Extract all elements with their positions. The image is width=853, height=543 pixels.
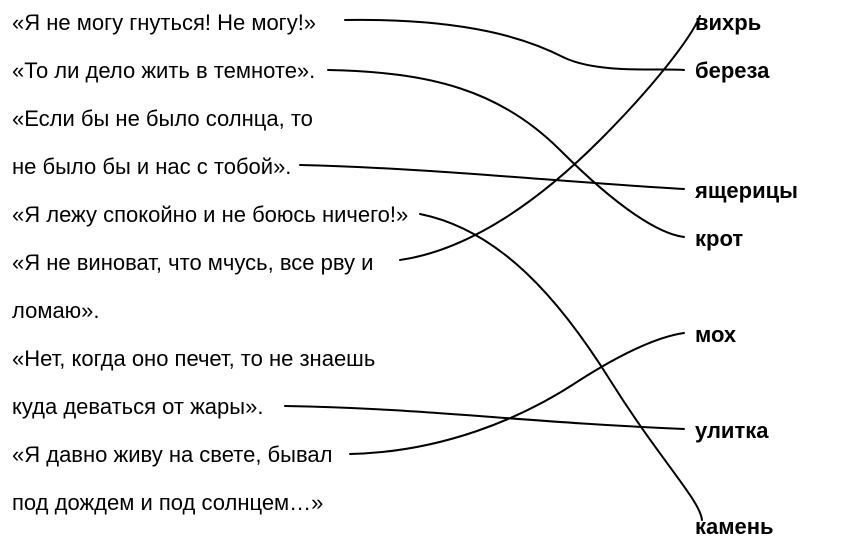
arrow-q1-bereza [345, 20, 684, 70]
target-moh: мох [695, 322, 736, 348]
arrow-q5-vihr [400, 16, 700, 260]
quote-line: куда деваться от жары». [12, 394, 263, 420]
arrow-q6-ulitka [285, 406, 684, 429]
arrow-q4-kamen [420, 214, 702, 520]
matching-diagram: «Я не могу гнуться! Не могу!» «То ли дел… [0, 0, 853, 543]
quote-line: «Я не могу гнуться! Не могу!» [12, 10, 316, 36]
quote-line: ломаю». [12, 298, 100, 324]
quote-line: «То ли дело жить в темноте». [12, 58, 315, 84]
quote-line: «Нет, когда оно печет, то не знаешь [12, 346, 375, 372]
target-krot: крот [695, 226, 743, 252]
quote-line: под дождем и под солнцем…» [12, 490, 323, 516]
quote-line: «Я давно живу на свете, бывал [12, 442, 332, 468]
target-yash: ящерицы [695, 178, 798, 204]
quote-line: не было бы и нас с тобой». [12, 154, 291, 180]
target-vihr: вихрь [695, 10, 761, 36]
arrow-q7-moh [350, 333, 684, 454]
quote-line: «Я лежу спокойно и не боюсь ничего!» [12, 202, 408, 228]
quote-line: «Если бы не было солнца, то [12, 106, 313, 132]
target-bereza: береза [695, 58, 769, 84]
arrow-q3-yash [300, 165, 684, 189]
target-kamen: камень [695, 514, 774, 540]
target-ulitka: улитка [695, 418, 768, 444]
quote-line: «Я не виноват, что мчусь, все рву и [12, 250, 373, 276]
